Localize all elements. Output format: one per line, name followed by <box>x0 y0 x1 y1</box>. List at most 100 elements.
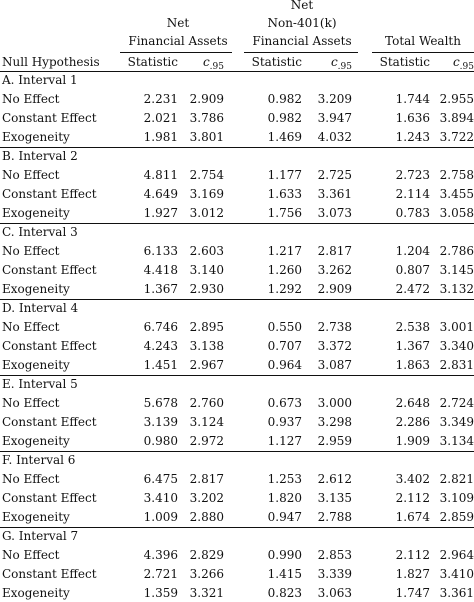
table-cell: 1.636 <box>395 111 430 125</box>
table-cell: 2.930 <box>189 282 224 296</box>
table-cell: 2.909 <box>189 92 224 106</box>
table-cell: 2.114 <box>395 187 430 201</box>
table-cell: 2.738 <box>317 320 352 334</box>
row-label: Constant Effect <box>2 339 97 353</box>
table-cell: 2.817 <box>189 472 224 486</box>
row-label: Exogeneity <box>2 510 70 524</box>
table-cell: 1.367 <box>395 339 430 353</box>
section-divider <box>0 223 474 224</box>
table-cell: 1.909 <box>395 434 430 448</box>
group2-header-line3: Financial Assets <box>252 34 352 48</box>
crit-header-1: c.95 <box>202 55 224 72</box>
table-cell: 3.402 <box>395 472 430 486</box>
group3-underline <box>372 52 474 53</box>
table-cell: 3.012 <box>189 206 224 220</box>
table-cell: 3.087 <box>317 358 352 372</box>
table-cell: 2.967 <box>189 358 224 372</box>
statistic-header-2: Statistic <box>251 55 302 69</box>
table-cell: 4.243 <box>143 339 178 353</box>
table-cell: 3.134 <box>439 434 474 448</box>
table-cell: 3.801 <box>189 130 224 144</box>
table-cell: 3.947 <box>317 111 352 125</box>
section-title: C. Interval 3 <box>2 225 78 239</box>
table-cell: 3.000 <box>317 396 352 410</box>
table-cell: 6.475 <box>143 472 178 486</box>
section-divider <box>0 451 474 452</box>
table-cell: 1.633 <box>267 187 302 201</box>
table-cell: 3.455 <box>439 187 474 201</box>
table-cell: 1.009 <box>143 510 178 524</box>
table-cell: 1.927 <box>143 206 178 220</box>
table-cell: 2.758 <box>439 168 474 182</box>
table-cell: 1.451 <box>143 358 178 372</box>
table-cell: 3.145 <box>439 263 474 277</box>
table-cell: 3.139 <box>143 415 178 429</box>
table-cell: 4.032 <box>317 130 352 144</box>
row-label: Exogeneity <box>2 282 70 296</box>
table-cell: 2.112 <box>395 548 430 562</box>
table-cell: 0.673 <box>267 396 302 410</box>
table-cell: 3.124 <box>189 415 224 429</box>
table-cell: 2.831 <box>439 358 474 372</box>
table-cell: 3.340 <box>439 339 474 353</box>
table-cell: 2.648 <box>395 396 430 410</box>
row-label: Exogeneity <box>2 358 70 372</box>
section-title: F. Interval 6 <box>2 453 76 467</box>
statistic-header-3: Statistic <box>379 55 430 69</box>
table-cell: 2.612 <box>317 472 352 486</box>
row-label: Constant Effect <box>2 111 97 125</box>
table-cell: 3.372 <box>317 339 352 353</box>
table-cell: 0.980 <box>143 434 178 448</box>
row-label: Constant Effect <box>2 491 97 505</box>
group3-header-line1: Total Wealth <box>385 34 461 48</box>
table-cell: 1.367 <box>143 282 178 296</box>
table-cell: 0.947 <box>267 510 302 524</box>
table-cell: 1.204 <box>395 244 430 258</box>
table-cell: 2.817 <box>317 244 352 258</box>
table-cell: 3.266 <box>189 567 224 581</box>
group2-underline <box>244 52 358 53</box>
table-cell: 1.292 <box>267 282 302 296</box>
table-cell: 2.853 <box>317 548 352 562</box>
group1-underline <box>120 52 232 53</box>
table-cell: 3.202 <box>189 491 224 505</box>
table-cell: 1.260 <box>267 263 302 277</box>
table-cell: 4.418 <box>143 263 178 277</box>
table-cell: 3.321 <box>189 586 224 600</box>
table-cell: 1.744 <box>395 92 430 106</box>
table-cell: 3.410 <box>439 567 474 581</box>
table-cell: 0.964 <box>267 358 302 372</box>
table-cell: 4.396 <box>143 548 178 562</box>
table-cell: 2.964 <box>439 548 474 562</box>
table-cell: 2.788 <box>317 510 352 524</box>
section-divider <box>0 147 474 148</box>
row-label: No Effect <box>2 244 60 258</box>
table-cell: 1.127 <box>267 434 302 448</box>
table-cell: 4.649 <box>143 187 178 201</box>
table-cell: 1.469 <box>267 130 302 144</box>
section-divider <box>0 375 474 376</box>
section-title: A. Interval 1 <box>2 73 78 87</box>
section-title: D. Interval 4 <box>2 301 79 315</box>
row-label: No Effect <box>2 396 60 410</box>
table-cell: 6.133 <box>143 244 178 258</box>
table-cell: 1.253 <box>267 472 302 486</box>
table-cell: 1.863 <box>395 358 430 372</box>
table-cell: 3.109 <box>439 491 474 505</box>
table-cell: 2.472 <box>395 282 430 296</box>
table-cell: 2.895 <box>189 320 224 334</box>
row-label: No Effect <box>2 168 60 182</box>
row-label: No Effect <box>2 472 60 486</box>
row-label: Constant Effect <box>2 415 97 429</box>
table-cell: 1.981 <box>143 130 178 144</box>
table-cell: 3.001 <box>439 320 474 334</box>
table-cell: 0.823 <box>267 586 302 600</box>
table-cell: 2.829 <box>189 548 224 562</box>
table-cell: 3.063 <box>317 586 352 600</box>
table-cell: 2.725 <box>317 168 352 182</box>
row-label: Exogeneity <box>2 434 70 448</box>
table-cell: 3.298 <box>317 415 352 429</box>
table-cell: 0.982 <box>267 111 302 125</box>
row-label: No Effect <box>2 320 60 334</box>
row-label: No Effect <box>2 92 60 106</box>
